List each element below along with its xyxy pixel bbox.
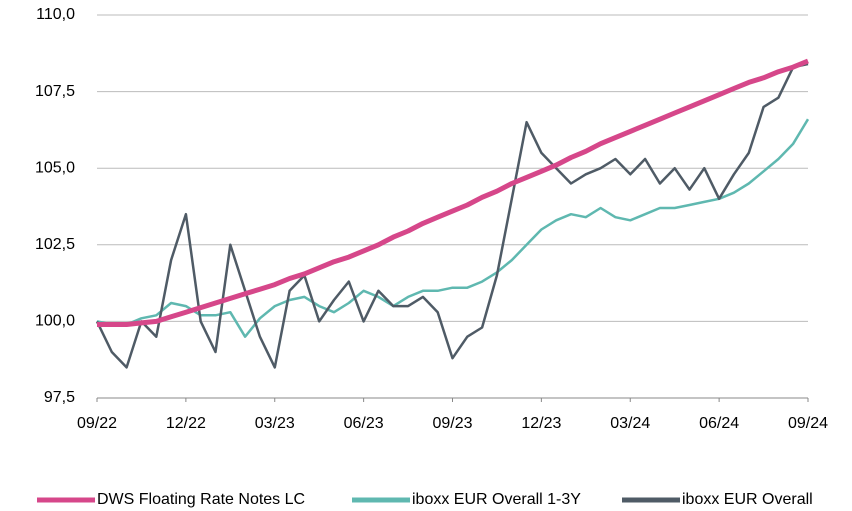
x-tick-label: 12/23 — [521, 415, 561, 432]
line-series — [97, 58, 809, 327]
x-tick-label: 06/24 — [699, 415, 739, 432]
x-tick-label: 06/23 — [344, 415, 384, 432]
legend-label: DWS Floating Rate Notes LC — [97, 491, 305, 508]
y-tick-label: 100,0 — [35, 313, 75, 330]
x-tick-label: 12/22 — [166, 415, 206, 432]
y-tick-label: 102,5 — [35, 236, 75, 253]
x-tick-label: 09/22 — [77, 415, 117, 432]
x-tick-label: 09/24 — [788, 415, 828, 432]
x-tick-label: 03/23 — [255, 415, 295, 432]
legend-label: iboxx EUR Overall — [682, 491, 813, 508]
y-tick-label: 105,0 — [35, 159, 75, 176]
line-series — [96, 118, 810, 338]
x-tick-label: 09/23 — [432, 415, 472, 432]
y-tick-label: 110,0 — [36, 6, 75, 23]
y-tick-label: 97,5 — [44, 389, 75, 406]
line-series — [95, 62, 809, 369]
y-tick-label: 107,5 — [35, 83, 75, 100]
legend-label: iboxx EUR Overall 1-3Y — [412, 491, 581, 508]
x-tick-label: 03/24 — [610, 415, 650, 432]
